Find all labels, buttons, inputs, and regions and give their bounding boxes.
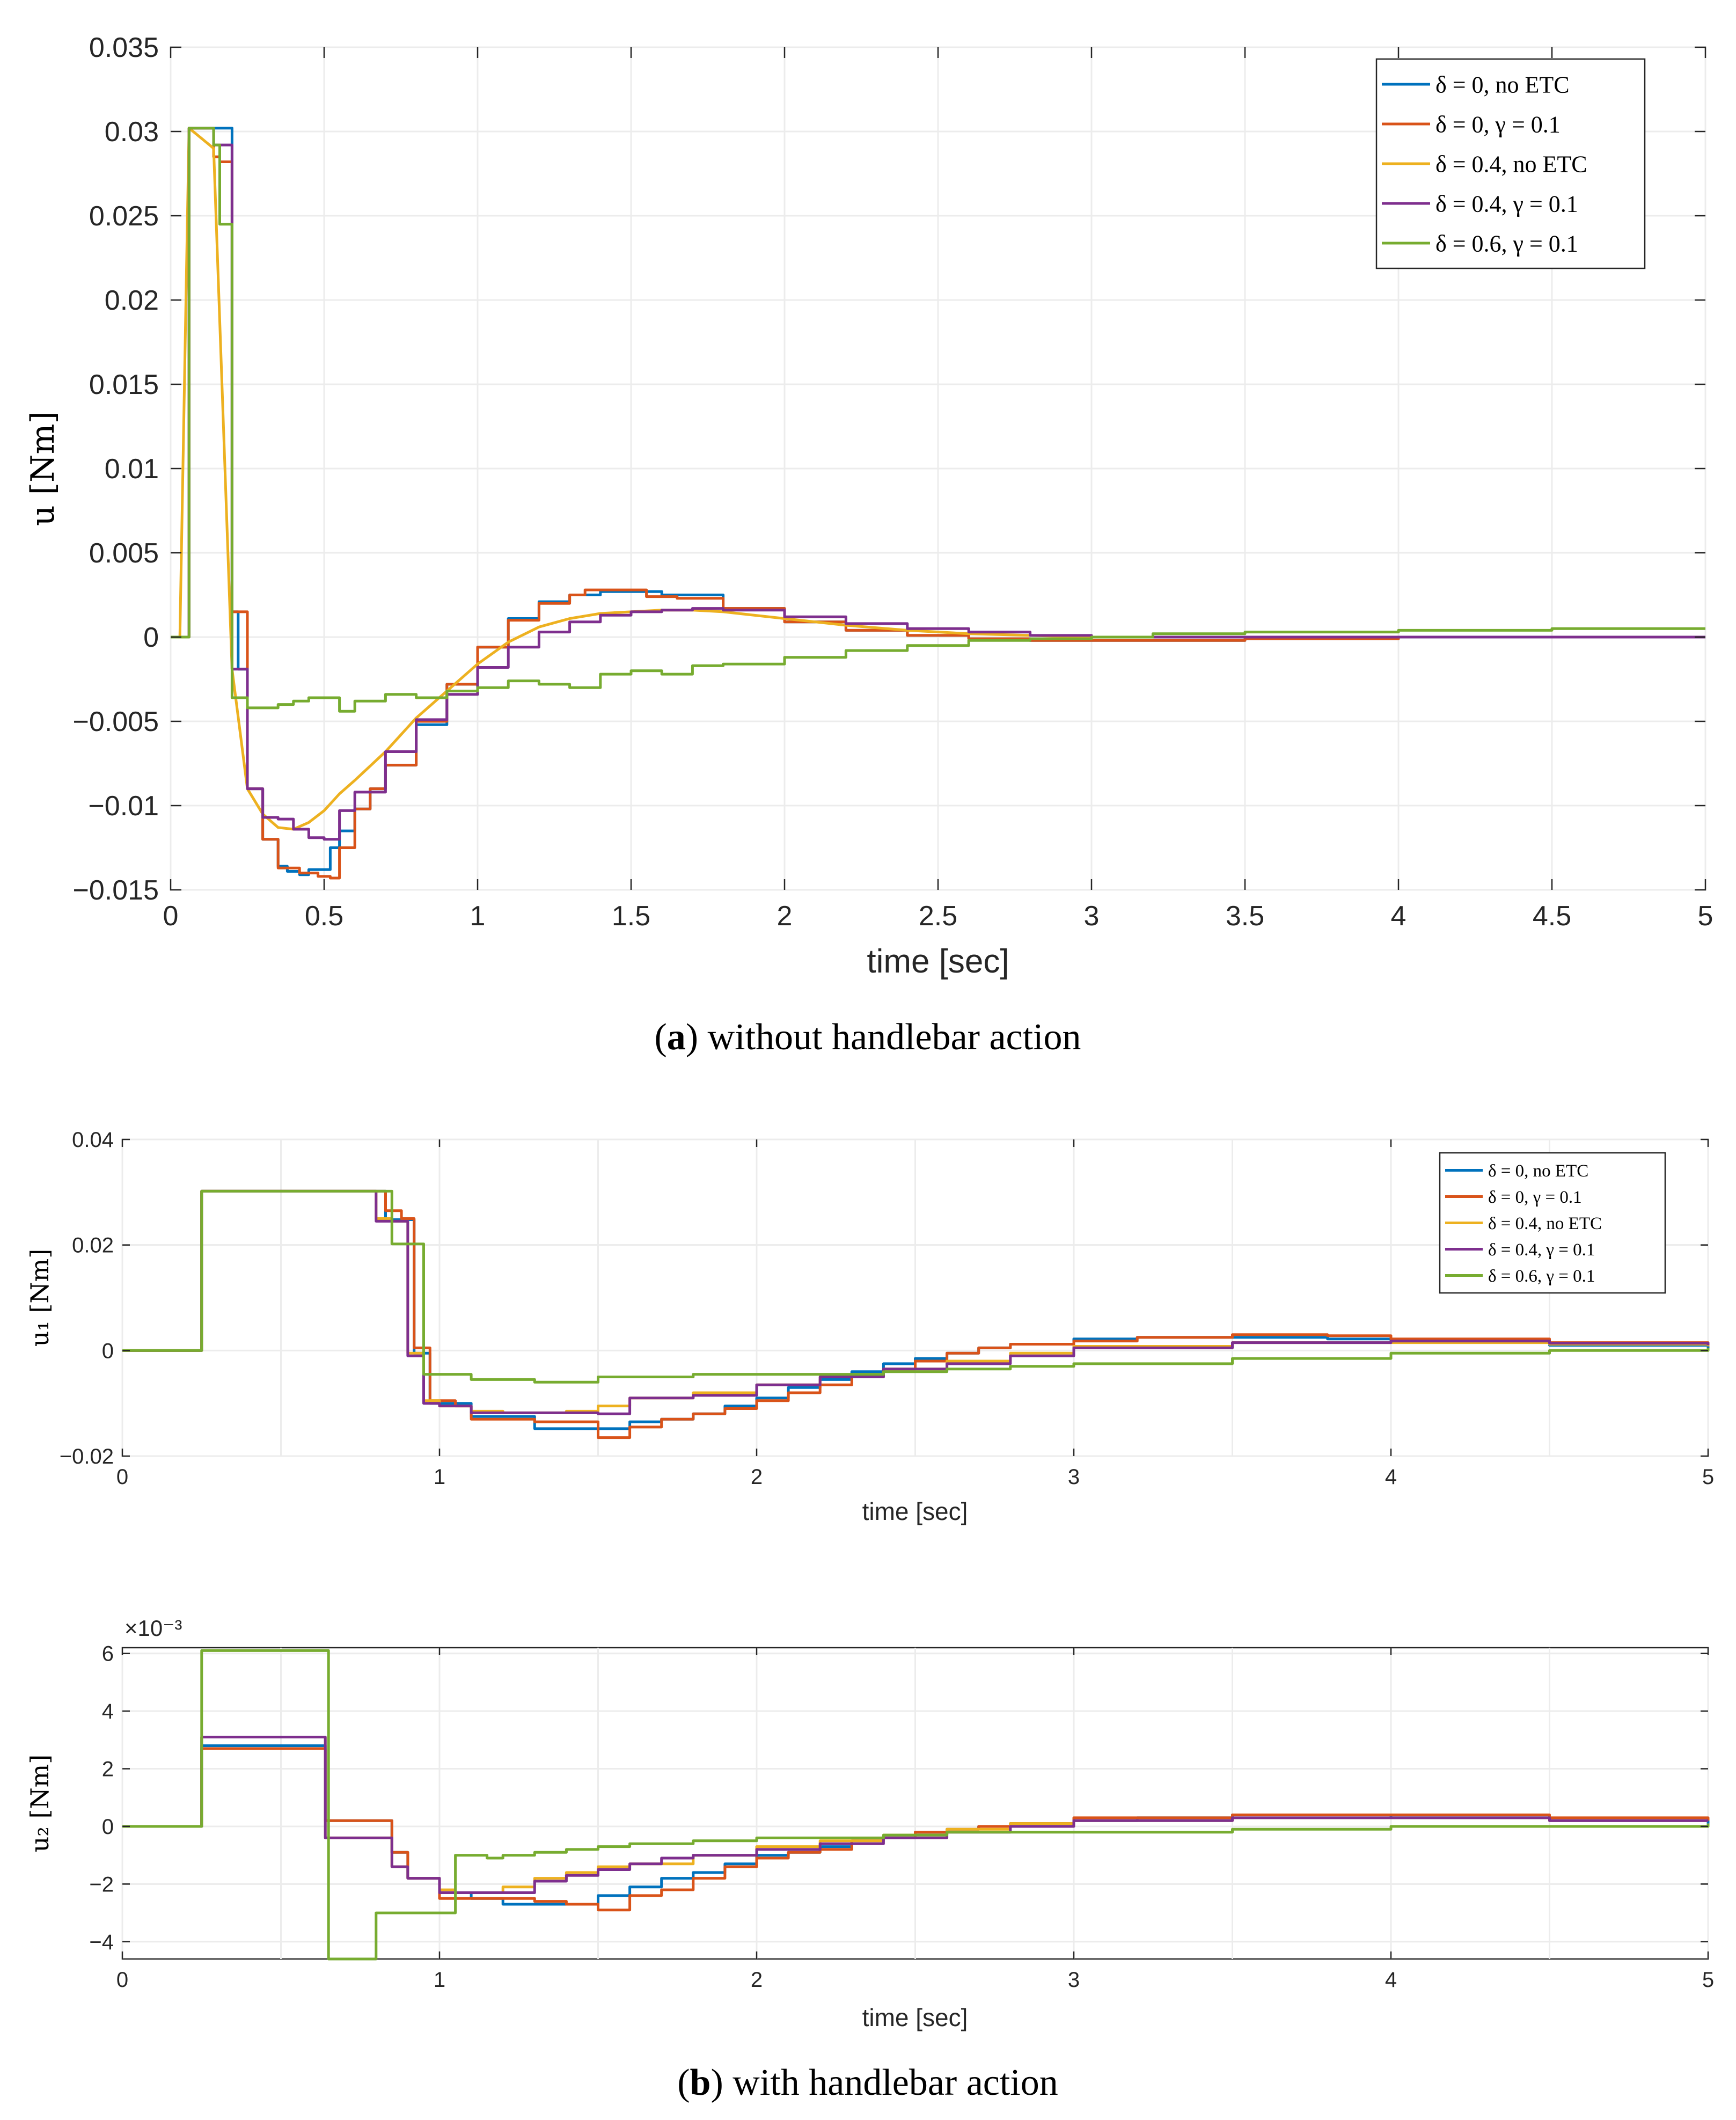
series-line-2	[122, 1189, 1710, 1439]
y-tick-label: 4	[102, 1700, 114, 1723]
caption-b-text: with handlebar action	[733, 2062, 1058, 2103]
series-line-5	[122, 1189, 1710, 1384]
y-tick-label: −0.02	[60, 1445, 114, 1468]
x-tick-label: 0	[163, 901, 179, 932]
y-tick-label: 0.025	[89, 201, 159, 232]
x-tick-label: 5	[1702, 1968, 1714, 1992]
caption-b-letter: b	[690, 2062, 711, 2103]
x-tick-label: 3	[1068, 1968, 1080, 1992]
caption-b: (b) with handlebar action	[677, 2062, 1058, 2103]
y-tick-label: 0.04	[72, 1128, 114, 1152]
x-tick-label: 1	[470, 901, 486, 932]
x-tick-label: 2	[751, 1465, 763, 1489]
legend-label: δ = 0, no ETC	[1488, 1161, 1588, 1181]
x-axis-label-b1: time [sec]	[862, 1497, 968, 1525]
y-tick-label: −0.015	[73, 875, 159, 906]
y-tick-label: 0.015	[89, 369, 159, 400]
series-line-4	[122, 1736, 1708, 1894]
y-tick-label: 6	[102, 1642, 114, 1666]
chart-panel-b2: 0 1 2 3 4 5 −4 −2 0 2 4 6 ×10⁻³ time [sec] u₂ [Nm]	[25, 1615, 1714, 2031]
x-tick-label: 1.5	[612, 901, 650, 932]
legend-label: δ = 0, γ = 0.1	[1488, 1188, 1582, 1207]
series-line-5	[122, 1649, 1710, 1961]
x-tick-label: 4	[1385, 1465, 1397, 1489]
legend-label: δ = 0.4, γ = 0.1	[1435, 191, 1578, 217]
caption-a-letter: a	[667, 1017, 686, 1058]
y-tick-label: 0	[102, 1815, 114, 1839]
x-tick-label: 2	[751, 1968, 763, 1992]
y-tick-label: 0.005	[89, 538, 159, 569]
x-tick-label: 3	[1084, 901, 1100, 932]
y-tick-label: 2	[102, 1758, 114, 1781]
ticks-a: 0 0.5 1 1.5 2 2.5 3 3.5 4 4.5 5 −0.015 −0.01 −0.005 0 0…	[73, 32, 1713, 932]
y-tick-label: −4	[89, 1931, 114, 1954]
x-tick-label: 1	[434, 1968, 445, 1992]
ticks-b2: 0 1 2 3 4 5 −4 −2 0 2 4 6	[89, 1642, 1714, 1992]
y-tick-label: 0.01	[105, 454, 159, 485]
series-line-4	[171, 127, 1705, 841]
x-tick-label: 2	[777, 901, 793, 932]
x-tick-label: 5	[1702, 1465, 1714, 1489]
y-tick-label: 0.02	[105, 285, 159, 316]
legend-label: δ = 0.4, γ = 0.1	[1488, 1240, 1595, 1260]
y-tick-label: −0.005	[73, 706, 159, 737]
legend-b1: δ = 0, no ETC δ = 0, γ = 0.1 δ = 0.4, no E…	[1439, 1152, 1666, 1294]
series-line-3	[171, 127, 1705, 831]
legend-a: δ = 0, no ETC δ = 0, γ = 0.1 δ = 0.4, no E…	[1375, 58, 1646, 269]
x-tick-label: 2.5	[919, 901, 957, 932]
series-line-4	[122, 1189, 1710, 1415]
legend-label: δ = 0, γ = 0.1	[1435, 111, 1561, 137]
y-multiplier-b2: ×10⁻³	[124, 1615, 182, 1641]
series-group-a	[171, 127, 1705, 880]
x-tick-label: 0	[116, 1465, 128, 1489]
x-tick-label: 0.5	[305, 901, 343, 932]
caption-a-text: without handlebar action	[708, 1017, 1081, 1058]
y-tick-label: 0.02	[72, 1234, 114, 1258]
series-line-5	[171, 127, 1705, 713]
x-tick-label: 3	[1068, 1465, 1080, 1489]
y-tick-label: 0.03	[105, 116, 159, 148]
y-tick-label: −2	[89, 1873, 114, 1896]
legend-label: δ = 0.6, γ = 0.1	[1488, 1267, 1595, 1286]
series-group-b1	[122, 1189, 1710, 1439]
x-tick-label: 5	[1698, 901, 1713, 932]
svg-text:(a) without handlebar action: (a) without handlebar action	[654, 1017, 1081, 1058]
x-tick-label: 1	[434, 1465, 445, 1489]
x-tick-label: 4	[1385, 1968, 1397, 1992]
y-tick-label: 0	[102, 1339, 114, 1363]
y-axis-label-b1: u₁ [Nm]	[25, 1249, 54, 1347]
svg-text:(b) with handlebar action: (b) with handlebar action	[677, 2062, 1058, 2103]
legend-label: δ = 0, no ETC	[1435, 71, 1570, 98]
caption-a: (a) without handlebar action	[654, 1017, 1081, 1058]
legend-label: δ = 0.4, no ETC	[1435, 151, 1587, 177]
y-tick-label: 0.035	[89, 32, 159, 63]
chart-panel-a: 0 0.5 1 1.5 2 2.5 3 3.5 4 4.5 5 −0.015 −0.01 −0.005 0 0…	[24, 32, 1713, 980]
x-axis-label-a: time [sec]	[867, 943, 1009, 980]
x-tick-label: 4	[1391, 901, 1407, 932]
series-group-b2	[122, 1649, 1710, 1961]
x-tick-label: 3.5	[1226, 901, 1264, 932]
x-axis-label-b2: time [sec]	[862, 2004, 968, 2031]
y-tick-label: 0	[143, 622, 159, 653]
y-tick-label: −0.01	[88, 791, 159, 822]
x-tick-label: 0	[116, 1968, 128, 1992]
legend-label: δ = 0.4, no ETC	[1488, 1214, 1602, 1233]
y-axis-label-a: u [Nm]	[24, 411, 62, 526]
y-axis-label-b2: u₂ [Nm]	[25, 1755, 54, 1852]
x-tick-label: 4.5	[1533, 901, 1571, 932]
legend-label: δ = 0.6, γ = 0.1	[1435, 230, 1578, 257]
